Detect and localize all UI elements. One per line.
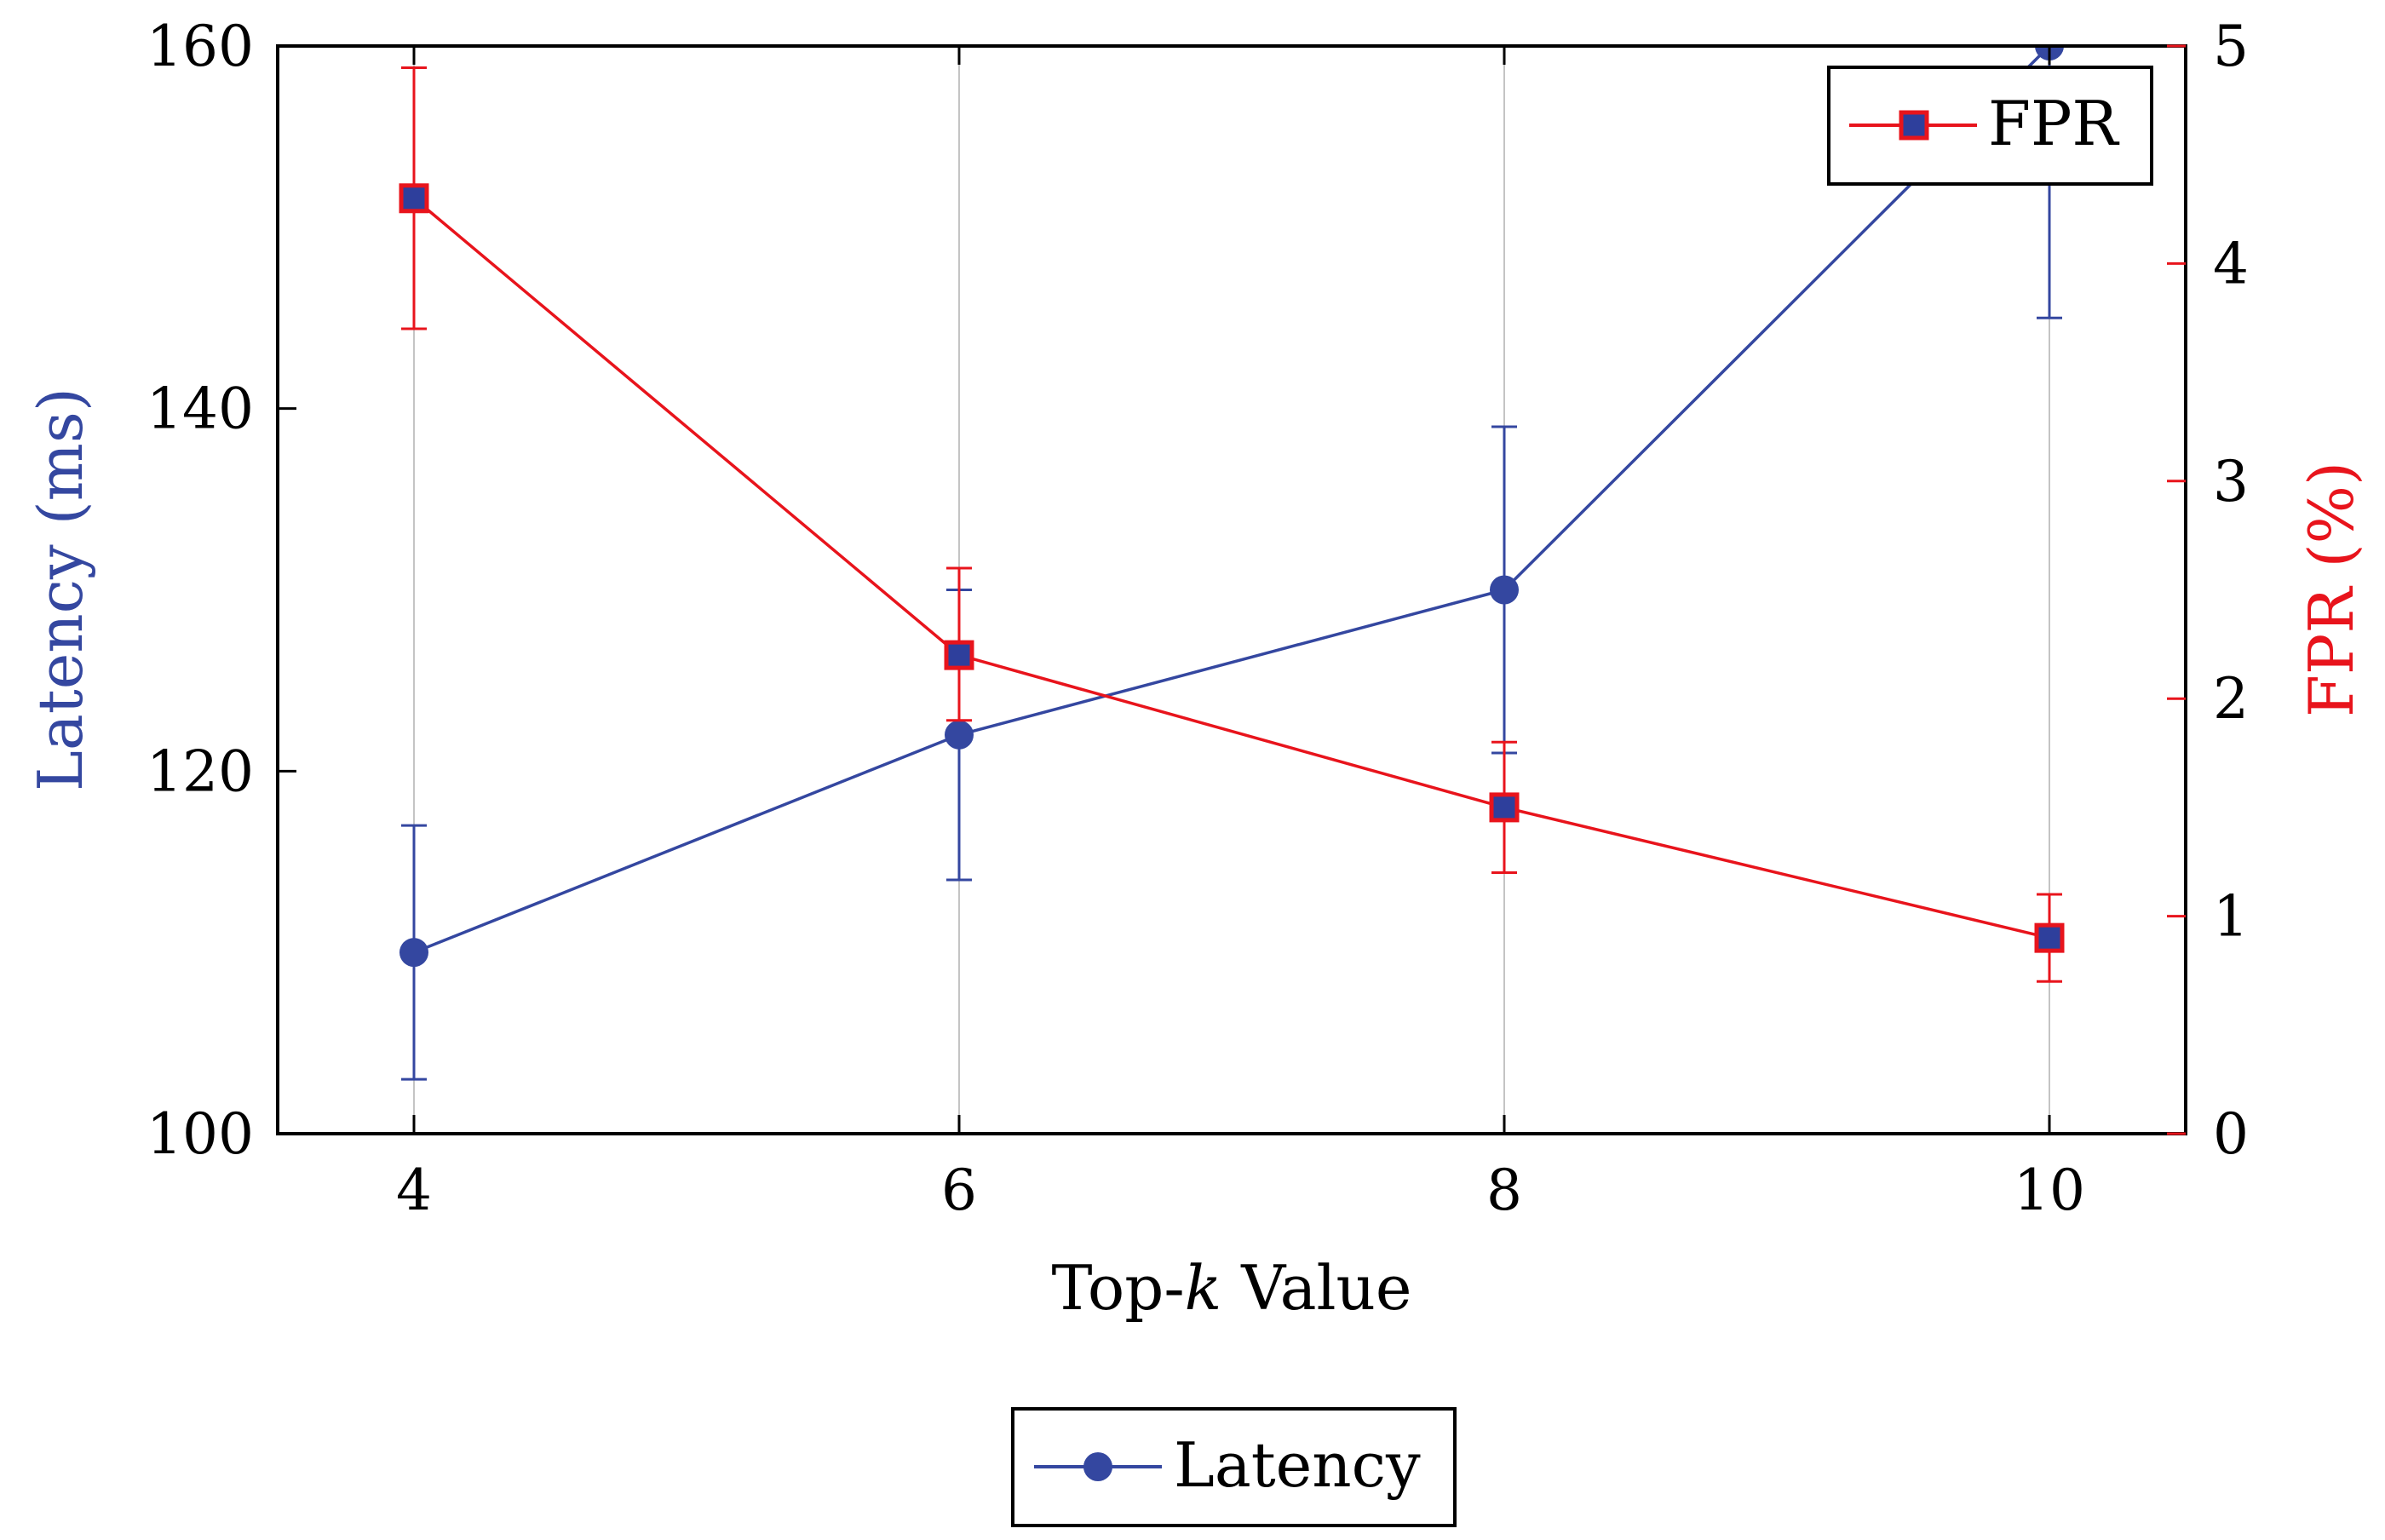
plot-frame <box>276 44 2187 1135</box>
fpr-point <box>2034 922 2065 953</box>
series-fpr <box>399 66 2065 983</box>
y-right-tick-label: 3 <box>2213 449 2249 514</box>
y-right-tick-label: 0 <box>2213 1101 2249 1167</box>
legend-latency-marker <box>1083 1452 1112 1481</box>
y-left-tick-label: 120 <box>147 738 254 804</box>
legend-fpr: FPR <box>1827 66 2153 186</box>
x-tick-label: 4 <box>396 1158 432 1223</box>
legend-latency: Latency <box>1011 1407 1457 1527</box>
x-axis-label: Top-k Value <box>1051 1252 1411 1324</box>
y-left-tick-label: 160 <box>147 14 254 79</box>
y-left-tick-label: 100 <box>147 1101 254 1167</box>
x-tick-label: 8 <box>1486 1158 1522 1223</box>
legend-fpr-label: FPR <box>1988 88 2119 159</box>
legend-latency-label: Latency <box>1174 1429 1421 1501</box>
latency-line <box>413 46 2051 954</box>
fpr-point <box>944 640 974 670</box>
x-tick-label: 6 <box>941 1158 977 1223</box>
y-left-tick-label: 140 <box>147 376 254 442</box>
x-tick-label: 10 <box>2014 1158 2085 1223</box>
x-axis-label-pre: Top- <box>1051 1252 1184 1324</box>
latency-point <box>945 720 974 750</box>
y-left-axis-label: Latency (ms) <box>25 388 96 791</box>
y-right-tick-label: 1 <box>2213 884 2249 950</box>
y-right-tick-label: 4 <box>2213 231 2249 296</box>
fpr-point <box>1489 792 1520 823</box>
y-right-tick-label: 2 <box>2213 666 2249 732</box>
series-layer <box>399 46 2065 1081</box>
tick-labels: 4 6 8 10 100 120 140 160 0 1 2 3 4 5 <box>147 14 2249 1223</box>
latency-point <box>1490 575 1519 605</box>
fpr-line <box>412 197 2050 940</box>
x-axis-label-post: Value <box>1221 1252 1411 1324</box>
legend-fpr-marker <box>1899 110 1929 141</box>
fpr-point <box>399 183 429 214</box>
axis-ticks <box>278 44 2186 1135</box>
y-right-axis-label: FPR (%) <box>2296 462 2367 717</box>
latency-point <box>399 938 428 968</box>
y-right-tick-label: 5 <box>2213 14 2249 79</box>
x-axis-label-italic: k <box>1185 1252 1222 1324</box>
